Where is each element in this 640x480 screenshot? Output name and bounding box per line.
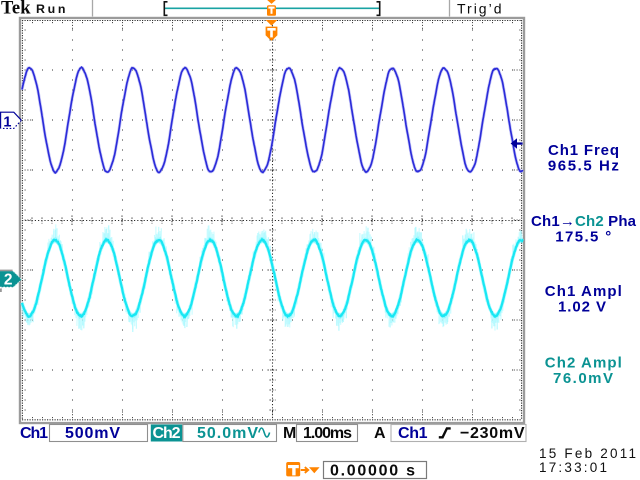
svg-text:Ch1 Ampl: Ch1 Ampl (545, 283, 622, 300)
svg-text:Ch1→Ch2 Pha: Ch1→Ch2 Pha (531, 213, 637, 230)
svg-text:Trig’d: Trig’d (457, 0, 502, 16)
svg-text:965.5 Hz: 965.5 Hz (548, 157, 619, 174)
svg-text:Ch1 Freq: Ch1 Freq (548, 142, 619, 159)
svg-text:−230mV: −230mV (460, 425, 525, 442)
svg-text:Ch1: Ch1 (20, 425, 48, 442)
svg-text:0.00000 s: 0.00000 s (330, 463, 415, 480)
svg-text:50.0mV: 50.0mV (197, 425, 258, 442)
svg-text:Ch1: Ch1 (398, 425, 428, 442)
svg-text:1: 1 (3, 114, 11, 130)
svg-text:M: M (283, 425, 296, 442)
svg-text:A: A (374, 425, 386, 442)
svg-text:1.00ms: 1.00ms (303, 425, 352, 442)
svg-text:500mV: 500mV (65, 425, 120, 442)
svg-text:Run: Run (36, 2, 66, 16)
svg-text:1.02 V: 1.02 V (558, 298, 606, 315)
svg-text:2: 2 (4, 271, 13, 288)
svg-text:Ch2: Ch2 (153, 425, 181, 442)
svg-text:76.0mV: 76.0mV (553, 370, 613, 387)
svg-text:Ch2 Ampl: Ch2 Ampl (545, 354, 622, 371)
svg-text:15 Feb 2011: 15 Feb 2011 (539, 446, 636, 461)
svg-text:Tek: Tek (1, 0, 31, 19)
